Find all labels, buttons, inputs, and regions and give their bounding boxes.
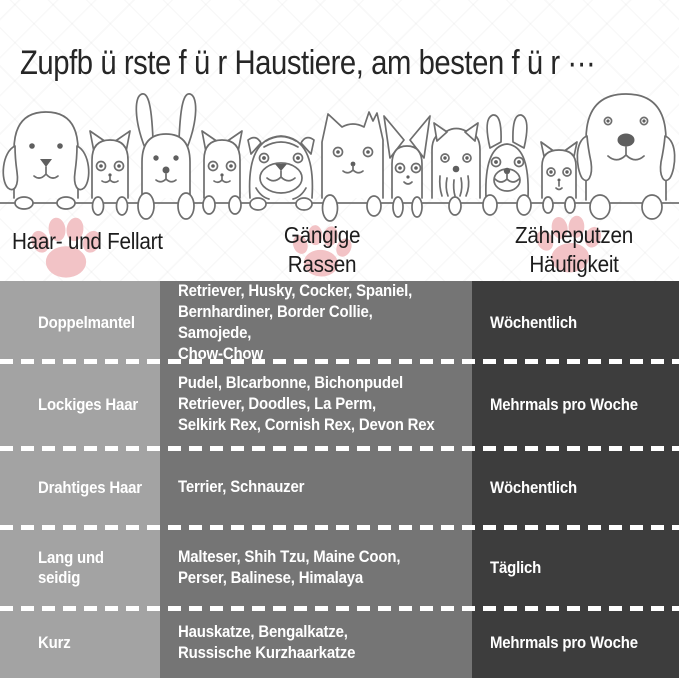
pug-icon — [247, 135, 315, 211]
coat-type-label: Drahtiges Haar — [38, 477, 142, 497]
coat-type-label: Lang und seidig — [38, 547, 104, 587]
yorkshire-terrier-icon — [431, 122, 481, 216]
paw-print-icon — [536, 215, 602, 273]
french-bulldog-icon — [482, 114, 532, 216]
breeds-cell: Retriever, Husky, Cocker, Spaniel, Bernh… — [160, 281, 472, 365]
breeds-label: Malteser, Shih Tzu, Maine Coon, Perser, … — [178, 546, 401, 587]
coat-type-cell: Kurz — [0, 608, 160, 678]
slim-cat-icon — [383, 115, 431, 218]
frequency-cell: Mehrmals pro Woche — [472, 608, 679, 678]
breeds-label: Hauskatze, Bengalkatze, Russische Kurzha… — [178, 622, 356, 662]
coat-type-cell: Lang und seidig — [0, 527, 160, 608]
frequency-label: Mehrmals pro Woche — [490, 633, 638, 652]
frequency-label: Wöchentlich — [490, 312, 577, 332]
breeds-cell: Hauskatze, Bengalkatze, Russische Kurzha… — [160, 608, 472, 678]
coat-type-cell: Drahtiges Haar — [0, 448, 160, 527]
frequency-label: Wöchentlich — [490, 477, 577, 497]
floppy-ear-dog-icon — [2, 111, 90, 210]
coat-type-cell: Lockiges Haar — [0, 361, 160, 448]
scruffy-cat-icon — [321, 111, 384, 222]
frequency-cell: Täglich — [472, 527, 679, 608]
paw-print-icon — [292, 225, 352, 277]
small-cat-icon — [201, 130, 243, 215]
page-title: Zupfb ü rste f ü r Haustiere, am besten … — [20, 44, 596, 82]
small-cat-icon — [89, 130, 131, 216]
coat-type-label: Lockiges Haar — [38, 394, 138, 414]
frequency-cell: Wöchentlich — [472, 281, 679, 365]
column-header-common-breeds: Gängige Rassen — [283, 222, 361, 277]
big-dog-icon — [576, 93, 676, 220]
table-row: Lang und seidig Malteser, Shih Tzu, Main… — [0, 527, 679, 611]
frequency-cell: Mehrmals pro Woche — [472, 361, 679, 448]
frequency-label: Täglich — [490, 557, 542, 577]
paw-print-icon — [31, 217, 101, 278]
coat-type-label: Kurz — [38, 633, 71, 652]
table-row: Doppelmantel Retriever, Husky, Cocker, S… — [0, 281, 679, 365]
worried-cat-icon — [540, 141, 578, 214]
breeds-label: Terrier, Schnauzer — [178, 477, 305, 497]
breeds-label: Pudel, Blcarbonne, Bichonpudel Retriever… — [178, 373, 435, 434]
coat-type-label: Doppelmantel — [38, 312, 135, 332]
column-header-coat-type: Haar- und Fellart — [12, 228, 163, 254]
breeds-cell: Pudel, Blcarbonne, Bichonpudel Retriever… — [160, 361, 472, 448]
table-row: Drahtiges Haar Terrier, Schnauzer Wöchen… — [0, 448, 679, 530]
breeds-cell: Malteser, Shih Tzu, Maine Coon, Perser, … — [160, 527, 472, 608]
table-row: Kurz Hauskatze, Bengalkatze, Russische K… — [0, 608, 679, 678]
frequency-label: Mehrmals pro Woche — [490, 394, 638, 414]
breeds-cell: Terrier, Schnauzer — [160, 448, 472, 527]
big-ear-dog-icon — [135, 93, 197, 220]
frequency-cell: Wöchentlich — [472, 448, 679, 527]
breeds-label: Retriever, Husky, Cocker, Spaniel, Bernh… — [178, 281, 413, 363]
table-row: Lockiges Haar Pudel, Blcarbonne, Bichonp… — [0, 361, 679, 451]
coat-care-table: Doppelmantel Retriever, Husky, Cocker, S… — [0, 281, 679, 678]
animals-illustration — [0, 93, 679, 222]
coat-type-cell: Doppelmantel — [0, 281, 160, 365]
column-header-brushing-frequency: Zähneputzen Häufigkeit — [515, 222, 633, 277]
